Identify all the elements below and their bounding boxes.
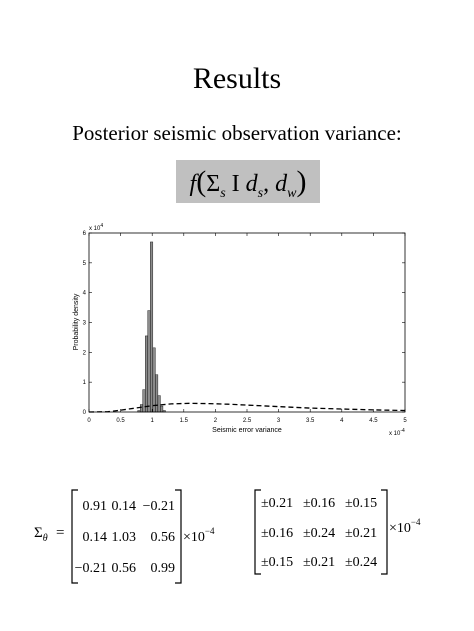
- matrix1-cell: 0.91: [83, 499, 108, 514]
- formula-box: f(Σs I ds, dw): [176, 160, 320, 203]
- y-multiplier-exp: 4: [100, 223, 103, 229]
- x-multiplier: x 10-4: [389, 428, 405, 437]
- x-tick-label: 3: [277, 418, 281, 424]
- y-tick-label: 5: [83, 261, 87, 267]
- matrix2-cell: ±0.21: [345, 526, 377, 541]
- x-tick-label: 1.5: [180, 418, 189, 424]
- matrix1-cell: 0.56: [151, 530, 176, 545]
- y-axis-label: Probability density: [73, 293, 80, 350]
- matrix1-cell: 0.14: [112, 499, 137, 514]
- x-tick-label: 0: [87, 418, 91, 424]
- x-tick-label: 4: [340, 418, 344, 424]
- y-tick-label: 3: [83, 321, 87, 327]
- x-tick-group: 0 0.5 1 1.5 2 2.5 3 3.5 4 4.5 5: [87, 233, 407, 424]
- matrix2-cell: ±0.24: [345, 555, 377, 570]
- matrix2-right-bracket: [381, 489, 388, 575]
- matrix2-cell: ±0.24: [303, 526, 335, 541]
- matrix1-label-sub: θ: [43, 533, 48, 544]
- matrix1-exponent: −4: [205, 526, 215, 536]
- page-subtitle: Posterior seismic observation variance:: [72, 121, 402, 145]
- histogram-bars: [137, 241, 166, 413]
- page-title: Results: [192, 62, 282, 95]
- posterior-formula: f(Σs I ds, dw): [176, 160, 320, 203]
- matrix2-cell: ±0.15: [261, 555, 293, 570]
- formula-sigma-sub: s: [220, 185, 226, 201]
- matrix1-left-bracket: [71, 489, 78, 584]
- matrix1-equals: =: [56, 525, 64, 541]
- formula-d2: d: [275, 171, 288, 197]
- formula-bar: I: [231, 171, 240, 197]
- x-tick-label: 1: [151, 418, 155, 424]
- formula-d1: d: [245, 171, 258, 197]
- matrix2-scale: ×10−4: [389, 517, 421, 536]
- y-tick-group: 0 1 2 3 4 5 6: [83, 231, 405, 416]
- formula-d2-sub: w: [287, 185, 297, 201]
- x-tick-label: 2: [214, 418, 218, 424]
- formula-open-paren: (: [196, 165, 207, 198]
- y-tick-label: 6: [83, 231, 87, 237]
- matrix2-left-bracket: [254, 489, 261, 575]
- matrix1-scale: ×10−4: [183, 526, 215, 545]
- x-tick-label: 0.5: [116, 418, 125, 424]
- formula-f: f: [189, 171, 197, 197]
- matrix2-cells: ±0.21 ±0.16 ±0.15 ±0.16 ±0.24 ±0.21 ±0.1…: [261, 496, 377, 570]
- x-tick-label: 4.5: [369, 418, 378, 424]
- y-tick-label: 2: [83, 350, 87, 356]
- matrix1-label: Σθ: [34, 525, 48, 544]
- matrix2-cell: ±0.21: [303, 555, 335, 570]
- matrix1-cell: 0.56: [112, 561, 137, 576]
- formula-close-paren: ): [296, 165, 307, 198]
- prior-curve-dashed: [88, 402, 406, 413]
- x-tick-label: 5: [403, 418, 407, 424]
- matrix1-cell: 0.14: [83, 530, 108, 545]
- x-axis-label: Seismic error variance: [212, 427, 282, 434]
- matrix1-cell: 0.99: [151, 561, 176, 576]
- matrix2-exponent: −4: [411, 517, 421, 527]
- matrix2-cell: ±0.16: [261, 526, 293, 541]
- y-tick-label: 4: [83, 291, 87, 297]
- y-multiplier: x 104: [89, 223, 103, 232]
- matrix1-cells: 0.91 0.14 −0.21 0.14 1.03 0.56 −0.21 0.5…: [75, 499, 175, 576]
- matrix1-right-bracket: [175, 489, 182, 584]
- x-tick-label: 2.5: [243, 418, 252, 424]
- y-tick-label: 1: [83, 380, 87, 386]
- matrix1-cell: −0.21: [143, 499, 175, 514]
- matrix1-cell: −0.21: [75, 561, 107, 576]
- y-tick-label: 0: [83, 410, 87, 416]
- formula-d1-sub: s: [257, 185, 264, 201]
- matrix2-cell: ±0.16: [303, 496, 335, 511]
- formula-sigma: Σ: [206, 171, 221, 197]
- x-multiplier-exp: -4: [400, 428, 405, 434]
- matrix2-cell: ±0.21: [261, 496, 293, 511]
- formula-comma: ,: [263, 171, 270, 197]
- matrix2-cell: ±0.15: [345, 496, 377, 511]
- x-tick-label: 3.5: [306, 418, 315, 424]
- matrix1-cell: 1.03: [112, 530, 137, 545]
